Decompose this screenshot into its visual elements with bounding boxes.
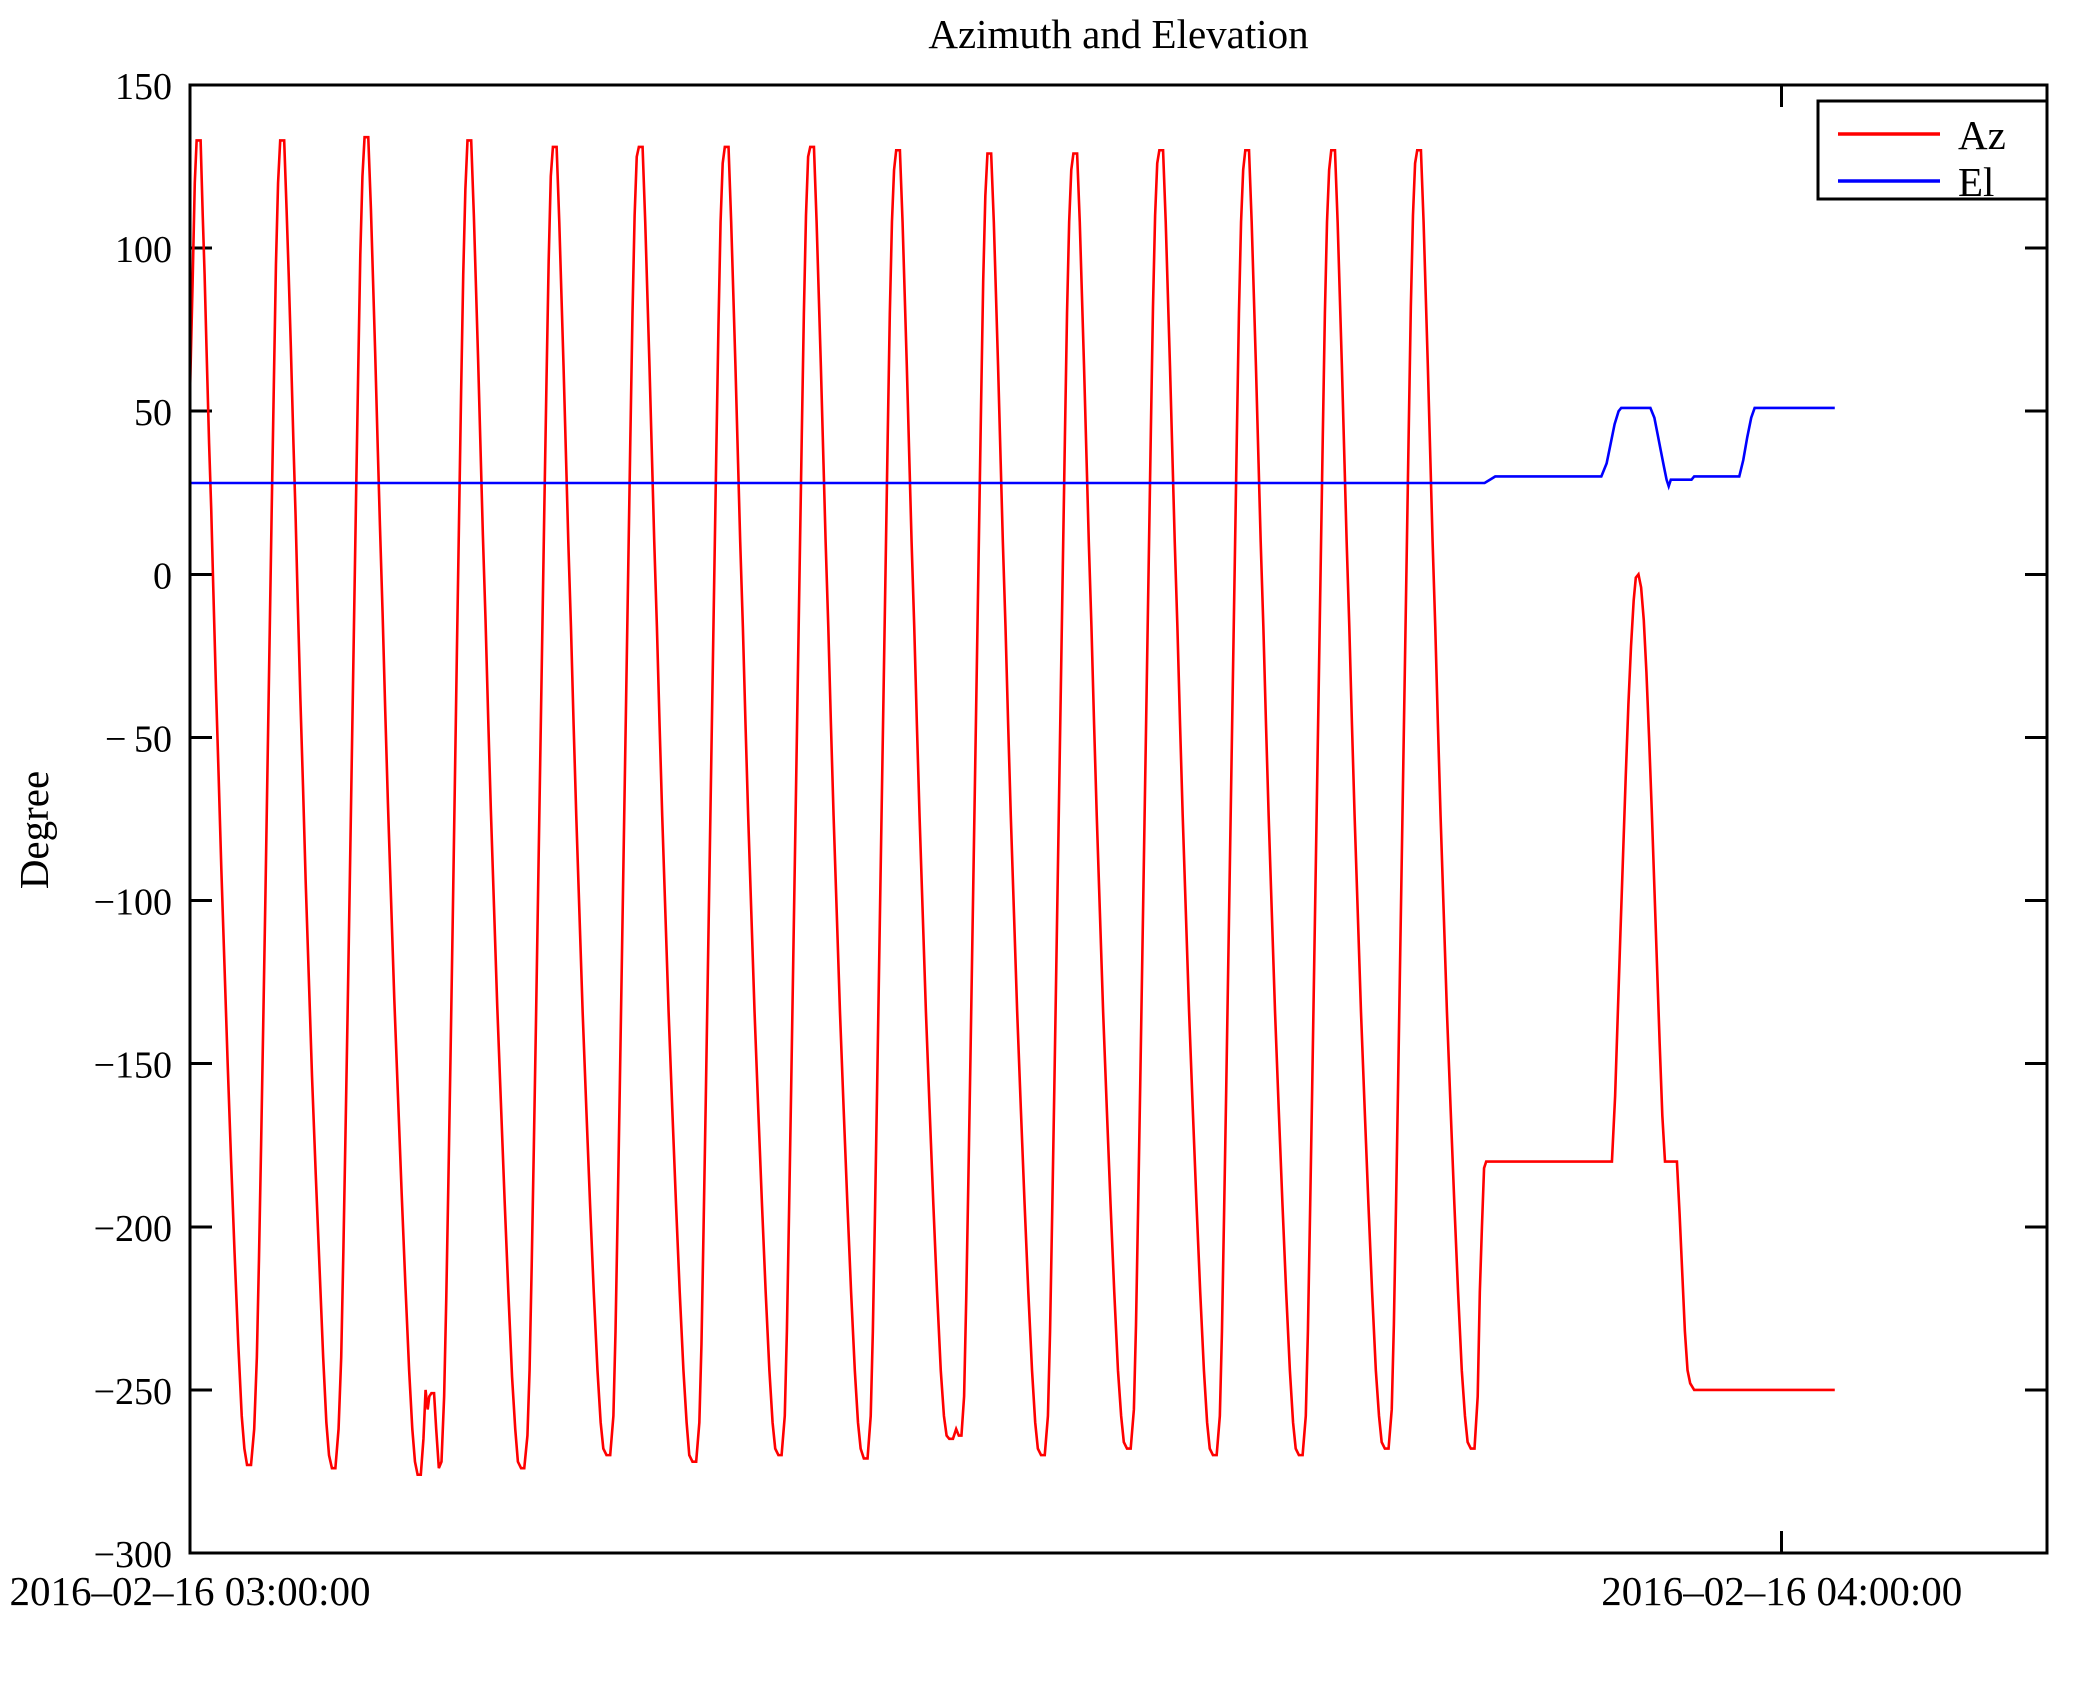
y-tick-label: − 50 xyxy=(105,718,172,760)
series-line-el xyxy=(190,406,1835,491)
y-tick-label: 100 xyxy=(115,229,172,271)
legend-box xyxy=(1816,99,2049,201)
series-line-az xyxy=(190,135,1835,1477)
y-tick-label: 50 xyxy=(134,392,172,434)
y-tick-label: −100 xyxy=(94,882,172,924)
x-tick-label: 2016–02–16 04:00:00 xyxy=(1601,1568,1962,1614)
y-tick-label: 150 xyxy=(115,66,172,108)
legend-label-az: Az xyxy=(1958,112,2006,158)
legend-label-el: El xyxy=(1958,159,1994,205)
y-tick-label: −200 xyxy=(94,1208,172,1250)
page-title: Azimuth and Elevation xyxy=(928,11,1308,57)
y-axis-title: Degree xyxy=(11,771,57,889)
plot-frame xyxy=(188,83,2049,1555)
y-tick-label: −250 xyxy=(94,1371,172,1413)
x-tick-label: 2016–02–16 03:00:00 xyxy=(9,1568,370,1614)
y-tick-label: 0 xyxy=(153,555,172,597)
y-tick-label: −150 xyxy=(94,1045,172,1087)
y-axis-ticks: 150 100 50 0 − 50 −100 −150 −200 −250 −300 xyxy=(94,66,2047,1576)
x-axis-tick-labels: 2016–02–16 03:00:00 2016–02–16 04:00:00 xyxy=(9,1568,1962,1614)
y-tick-label: −300 xyxy=(94,1534,172,1576)
data-series-group xyxy=(190,135,1835,1477)
